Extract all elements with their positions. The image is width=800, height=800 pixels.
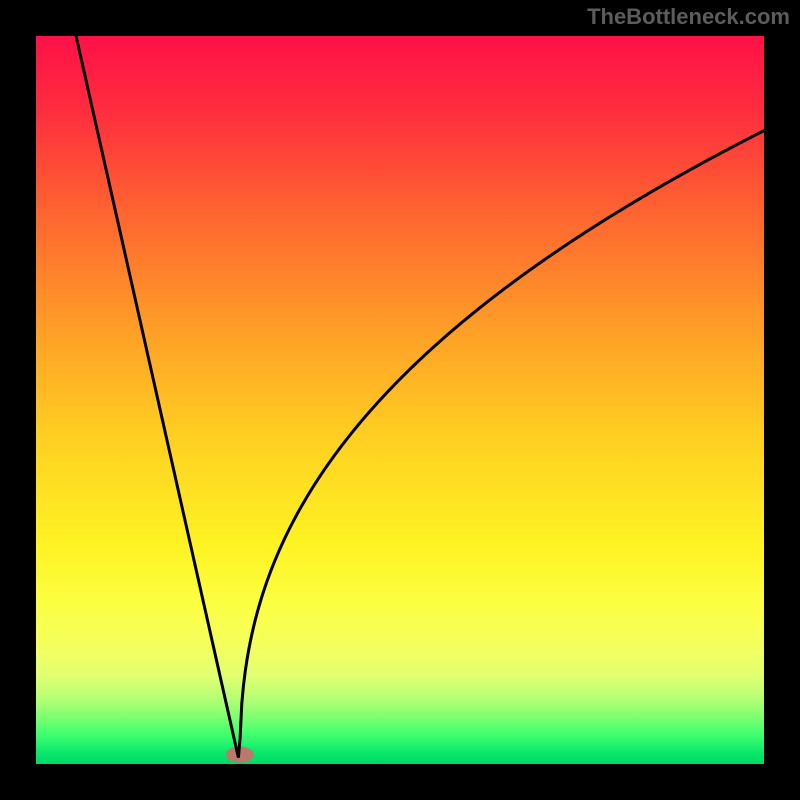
chart-background — [36, 36, 764, 764]
watermark-text: TheBottleneck.com — [587, 4, 790, 29]
bottleneck-chart: TheBottleneck.com — [0, 0, 800, 800]
